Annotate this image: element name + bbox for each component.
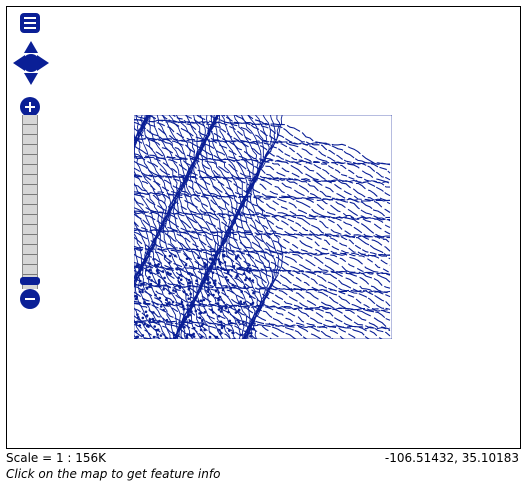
mouse-coordinates: -106.51432, 35.10183 bbox=[384, 451, 519, 465]
zoom-out-button[interactable] bbox=[20, 289, 40, 309]
pan-down-arrow-icon[interactable] bbox=[24, 73, 38, 85]
pan-right-arrow-icon[interactable] bbox=[37, 55, 49, 71]
map-viewport[interactable] bbox=[6, 6, 521, 449]
zoom-slider-handle[interactable] bbox=[20, 277, 40, 285]
zoom-bar[interactable] bbox=[22, 115, 38, 289]
pan-left-arrow-icon[interactable] bbox=[13, 55, 25, 71]
feature-info-hint: Click on the map to get feature info bbox=[6, 467, 221, 481]
scale-label: Scale = 1 : 156K bbox=[6, 451, 107, 465]
pan-up-arrow-icon[interactable] bbox=[24, 41, 38, 53]
zoom-in-button[interactable] bbox=[20, 97, 40, 117]
layers-icon[interactable] bbox=[20, 13, 40, 33]
contour-map-tile bbox=[134, 115, 392, 339]
pan-control[interactable] bbox=[11, 39, 51, 87]
